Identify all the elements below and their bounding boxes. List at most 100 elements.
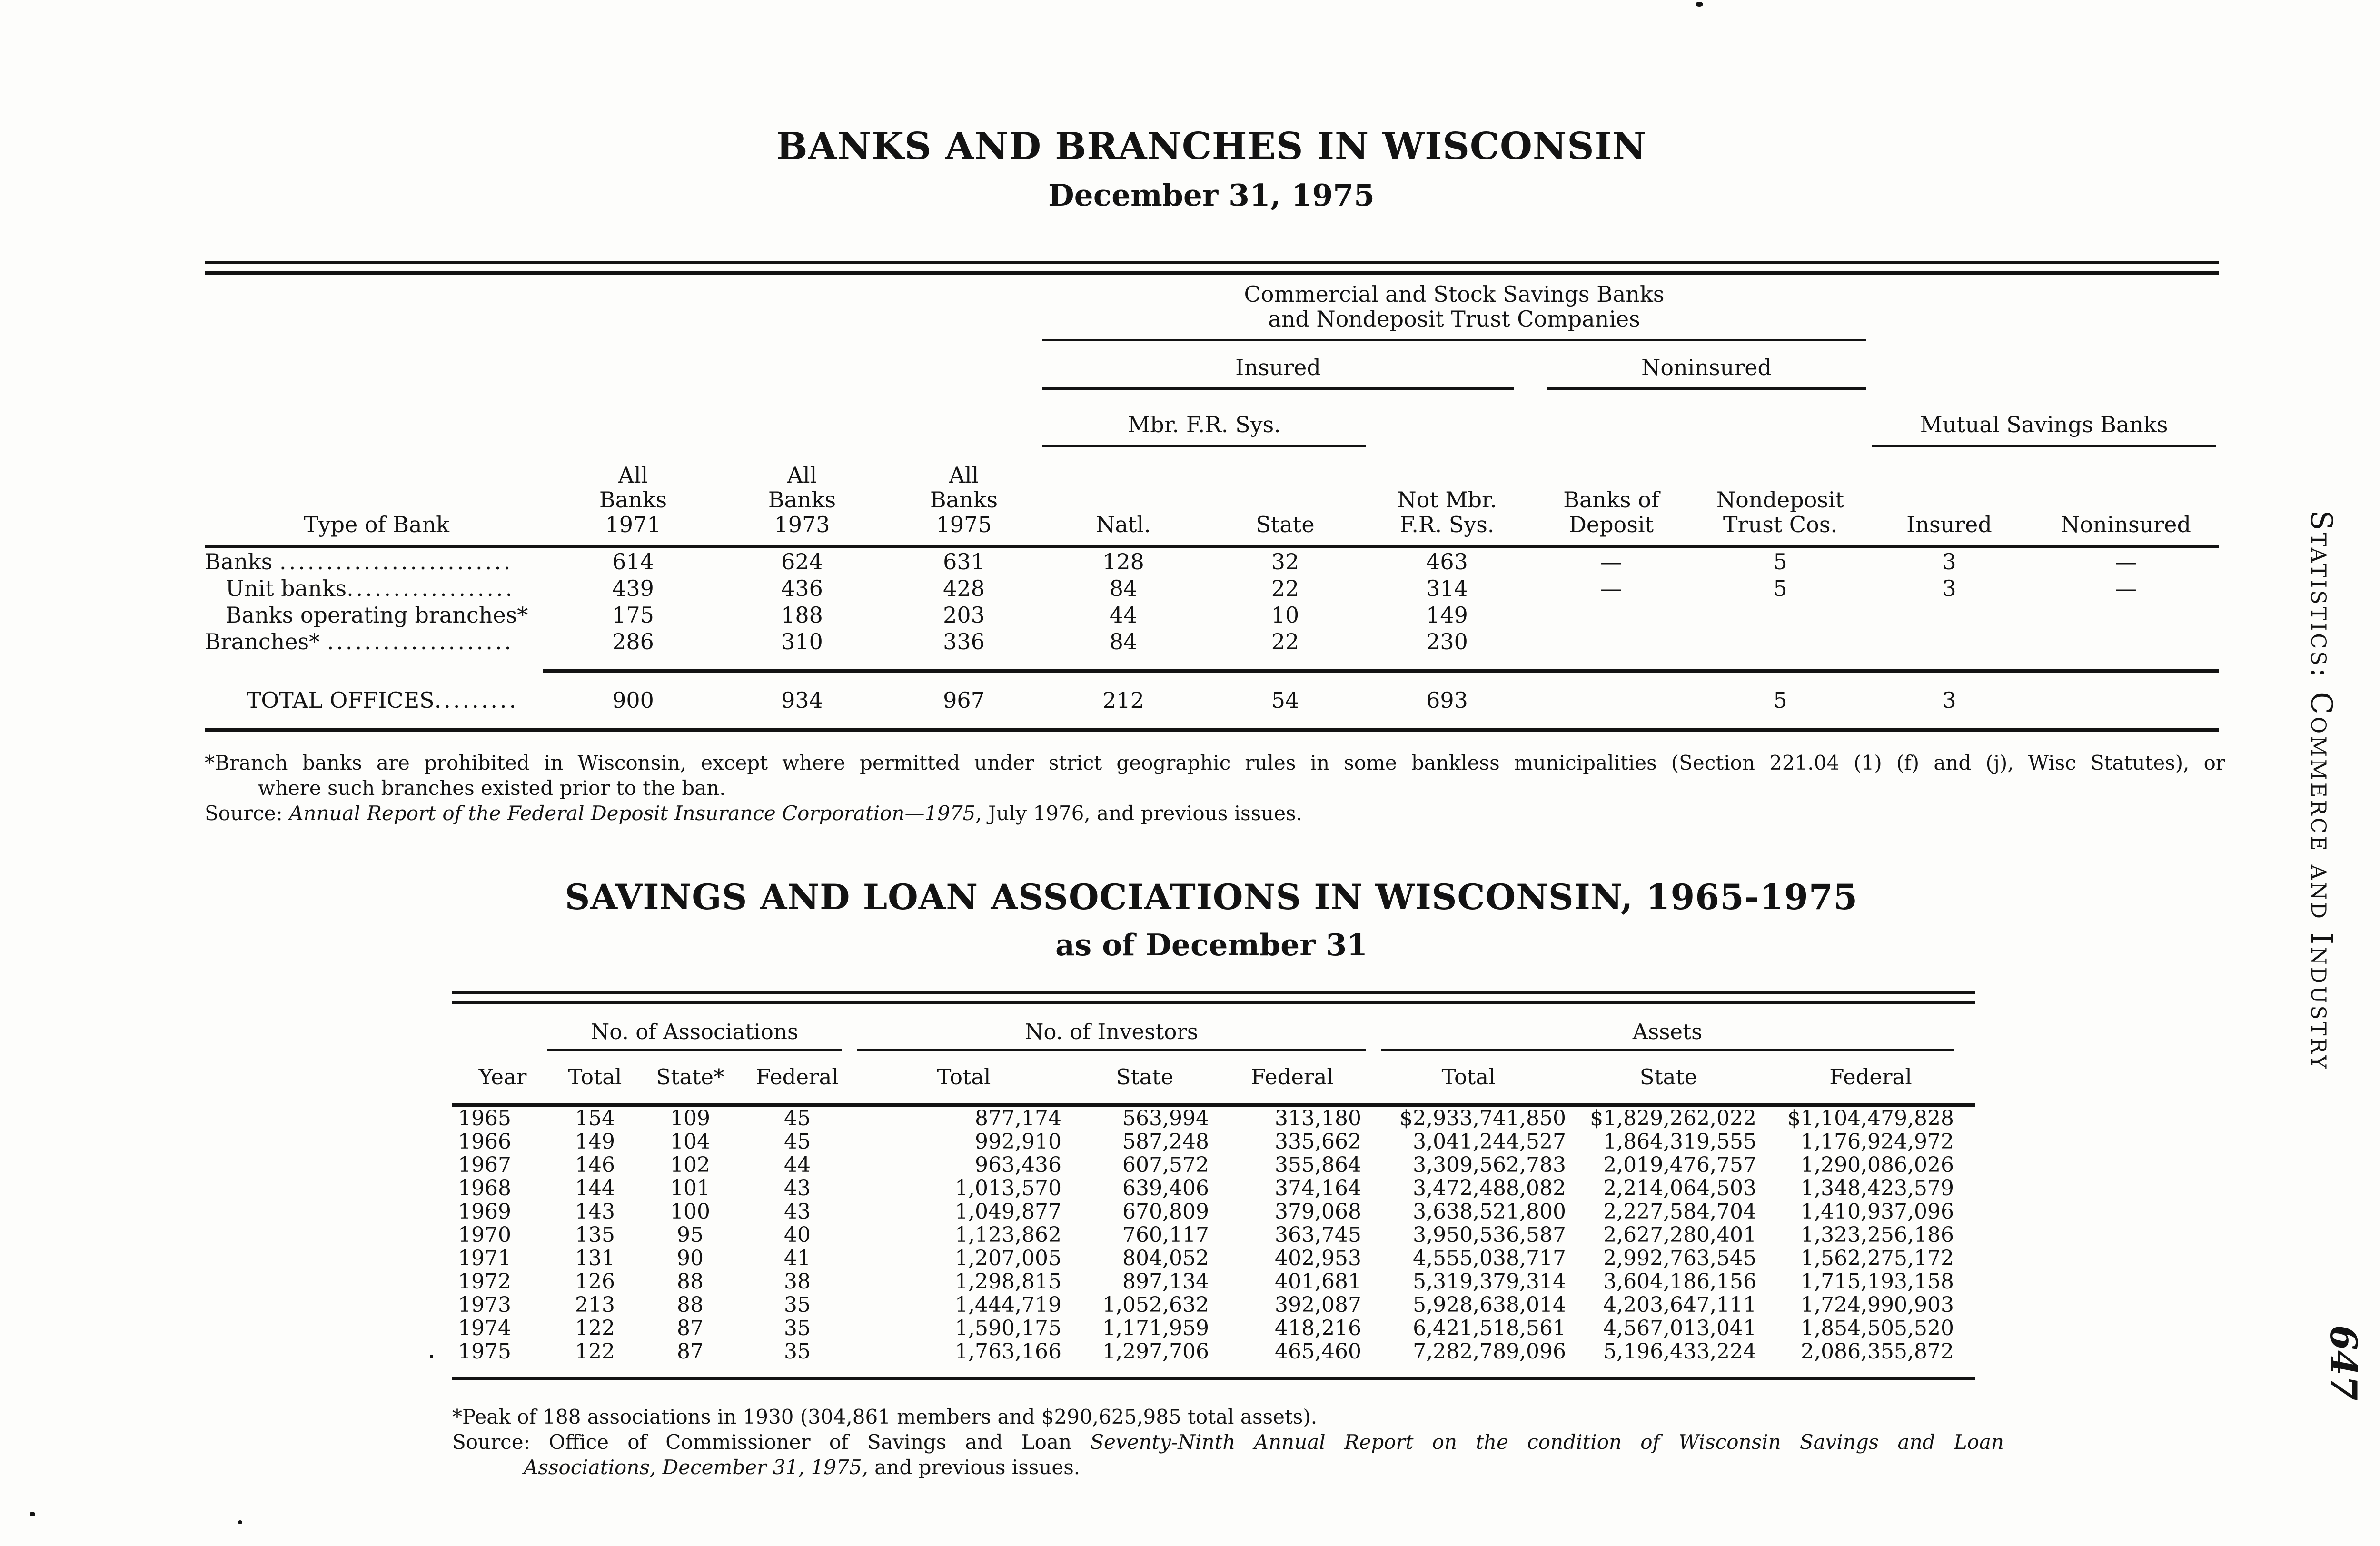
cell-assoc-total: 126 [575, 1269, 615, 1294]
cell-nondeposit-trust [1695, 628, 1866, 655]
cell-all-banks-1971: 614 [612, 549, 654, 575]
cell-msb-noninsured: — [2115, 575, 2137, 601]
column-header-investors-total: Total [937, 1064, 991, 1090]
cell-assoc-federal: 35 [784, 1293, 811, 1317]
scan-speck [30, 1512, 35, 1516]
cell-investors-state: 760,117 [1122, 1223, 1209, 1247]
cell-all-banks-1971: 439 [612, 575, 654, 601]
table2-source-line2: Associations, December 31, 1975, and pre… [452, 1455, 2004, 1480]
cell-assoc-total: 122 [575, 1316, 615, 1340]
cell-msb-noninsured [2033, 602, 2219, 628]
cell-year: 1973 [458, 1293, 511, 1317]
cell-investors-total: 963,436 [975, 1153, 1061, 1177]
cell-investors-total: 1,590,175 [955, 1316, 1061, 1340]
cell-assoc-state: 87 [677, 1339, 704, 1364]
cell-msb-insured: 3 [1942, 549, 1956, 575]
cell-state: 10 [1271, 602, 1299, 628]
cell-year: 1975 [458, 1339, 511, 1364]
dot-leader [347, 575, 514, 602]
total-offices-row: TOTAL OFFICES 900 934 967 212 54 693 5 3 [205, 673, 2219, 715]
cell-assets-state: 5,196,433,224 [1603, 1339, 1756, 1364]
column-header-state: State [1256, 512, 1315, 537]
cell-assets-state: 3,604,186,156 [1603, 1269, 1756, 1294]
cell-investors-federal: 401,681 [1275, 1269, 1361, 1294]
cell-assets-total: 7,282,789,096 [1413, 1339, 1566, 1364]
column-header-not-mbr: Not Mbr. F.R. Sys. [1397, 487, 1497, 537]
cell-investors-total: 1,207,005 [955, 1246, 1061, 1270]
savings-table-header: No. of Associations No. of Investors Ass… [452, 1004, 1975, 1107]
cell-all-banks-1971: 175 [612, 602, 654, 628]
cell-assoc-total: 146 [575, 1153, 615, 1177]
table2-top-rule [452, 991, 1975, 1004]
table1-source-prefix: Source: [205, 802, 289, 825]
cell-assoc-state: 104 [670, 1130, 710, 1154]
cell-assets-total: 3,041,244,527 [1413, 1130, 1566, 1154]
scan-speck [238, 1520, 242, 1524]
cell-banks-of-deposit: — [1600, 549, 1622, 575]
cell-investors-total: 1,444,719 [955, 1293, 1061, 1317]
row-label-text: Branches* [205, 629, 327, 654]
cell-year: 1974 [458, 1316, 511, 1340]
cell-assets-total: 3,472,488,082 [1413, 1176, 1566, 1200]
cell-assets-state: 1,864,319,555 [1603, 1130, 1756, 1154]
cell-assoc-state: 90 [677, 1246, 704, 1270]
cell-msb-insured [1866, 602, 2033, 628]
cell-assoc-total: 122 [575, 1339, 615, 1364]
scan-speck [1696, 2, 1703, 7]
cell-assets-total: 5,319,379,314 [1413, 1269, 1566, 1294]
table1-footnote-line2: where such branches existed prior to the… [258, 776, 726, 800]
table2-source-title: Seventy-Ninth Annual Report on the condi… [1090, 1430, 2004, 1454]
cell-msb-noninsured: — [2115, 549, 2137, 575]
dot-leader [435, 685, 514, 715]
cell-investors-total: 1,049,877 [955, 1199, 1061, 1224]
column-group-mbr-fr-sys: Mbr. F.R. Sys. [1042, 390, 1366, 447]
cell-assoc-state: 88 [677, 1293, 704, 1317]
total-natl: 212 [1102, 687, 1144, 713]
cell-assoc-federal: 38 [784, 1269, 811, 1294]
column-group-associations: No. of Associations [547, 1004, 842, 1051]
cell-assets-state: 4,567,013,041 [1603, 1316, 1756, 1340]
cell-investors-total: 992,910 [975, 1130, 1061, 1154]
cell-assoc-total: 149 [575, 1130, 615, 1154]
cell-not-mbr: 463 [1426, 549, 1468, 575]
table2-title: SAVINGS AND LOAN ASSOCIATIONS IN WISCONS… [565, 877, 1858, 918]
column-group-investors: No. of Investors [857, 1004, 1366, 1051]
cell-investors-federal: 392,087 [1275, 1293, 1361, 1317]
cell-assets-total: 4,555,038,717 [1413, 1246, 1566, 1270]
cell-investors-state: 804,052 [1122, 1246, 1209, 1270]
total-nondeposit-trust: 5 [1773, 687, 1787, 713]
total-msb-noninsured [2033, 685, 2219, 715]
row-label: Banks operating branches* [205, 602, 547, 628]
cell-banks-of-deposit [1528, 602, 1695, 628]
table1-footnote-line1: *Branch banks are prohibited in Wisconsi… [205, 751, 2225, 774]
row-label: Banks [205, 548, 547, 575]
total-row-label: TOTAL OFFICES [205, 685, 547, 715]
cell-state: 22 [1271, 575, 1299, 601]
cell-assoc-federal: 35 [784, 1339, 811, 1364]
cell-not-mbr: 149 [1426, 602, 1468, 628]
column-group-assets: Assets [1381, 1004, 1954, 1051]
cell-assets-federal: 1,715,193,158 [1801, 1269, 1954, 1294]
cell-all-banks-1973: 624 [781, 549, 823, 575]
banks-table-header: Commercial and Stock Savings Banks and N… [205, 275, 2219, 548]
cell-assoc-federal: 35 [784, 1316, 811, 1340]
cell-natl: 84 [1109, 575, 1138, 601]
cell-investors-federal: 379,068 [1275, 1199, 1361, 1224]
cell-assets-total: 3,638,521,800 [1413, 1199, 1566, 1224]
cell-assoc-total: 135 [575, 1223, 615, 1247]
cell-assoc-state: 101 [670, 1176, 710, 1200]
column-header-nondeposit-trust: Nondeposit Trust Cos. [1716, 487, 1844, 537]
cell-assets-federal: 1,410,937,096 [1801, 1199, 1954, 1224]
cell-investors-state: 1,171,959 [1102, 1316, 1209, 1340]
cell-investors-federal: 465,460 [1275, 1339, 1361, 1364]
cell-msb-noninsured [2033, 628, 2219, 655]
column-header-natl: Natl. [1096, 512, 1151, 537]
cell-investors-federal: 363,745 [1275, 1223, 1361, 1247]
cell-assoc-state: 109 [670, 1106, 710, 1130]
cell-natl: 128 [1102, 549, 1144, 575]
dot-leader [279, 548, 514, 575]
total-msb-insured: 3 [1942, 687, 1956, 713]
cell-year: 1970 [458, 1223, 511, 1247]
cell-investors-state: 563,994 [1122, 1106, 1209, 1130]
cell-state: 22 [1271, 629, 1299, 654]
